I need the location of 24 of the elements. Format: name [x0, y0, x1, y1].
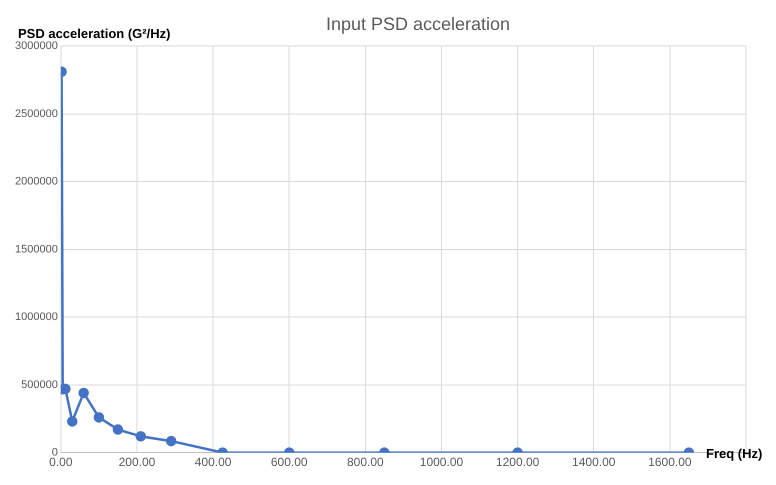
x-tick-label: 400.00 [194, 455, 232, 470]
point [136, 431, 146, 442]
y-tick-label: 3000000 [14, 40, 58, 52]
point [60, 384, 71, 394]
y-axis-title: PSD acceleration (G²/Hz) [18, 26, 170, 41]
x-tick-label: 1200.00 [496, 455, 540, 470]
point [166, 436, 176, 446]
y-tick-label: 1000000 [14, 311, 58, 324]
x-tick-label: 200.00 [118, 455, 156, 470]
y-tick-label: 2500000 [14, 108, 58, 120]
x-tick-label: 600.00 [270, 455, 308, 470]
x-tick-label: 800.00 [346, 455, 384, 470]
point [94, 412, 104, 423]
y-tick-label: 1500000 [14, 243, 58, 256]
point [66, 416, 78, 427]
point [112, 424, 124, 435]
y-tick-label: 500000 [21, 378, 58, 391]
x-tick-label: 1000.00 [420, 455, 464, 470]
y-tick-label: 2000000 [14, 176, 58, 188]
chart-title: Input PSD acceleration [326, 14, 510, 34]
x-tick-label: 1600.00 [648, 455, 692, 470]
x-tick-label: 1400.00 [572, 455, 616, 470]
x-axis-title: Freq (Hz) [706, 446, 762, 462]
point [78, 388, 89, 398]
